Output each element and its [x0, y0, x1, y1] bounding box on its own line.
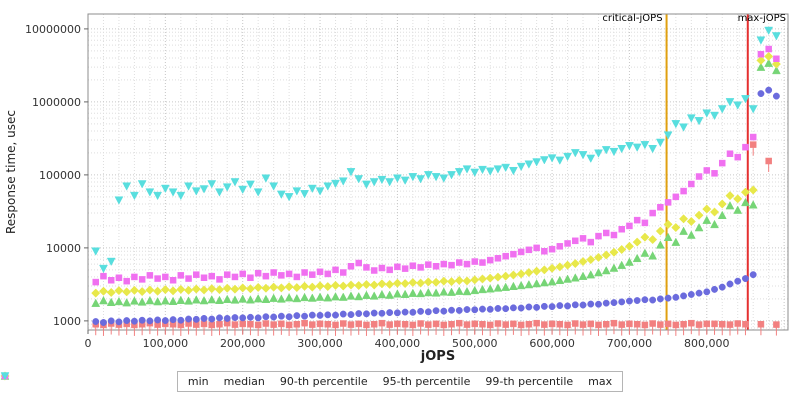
svg-text:300,000: 300,000	[297, 337, 343, 350]
series-95-th-percentile	[91, 51, 781, 298]
legend: min median 90-th percentile 95-th percentil…	[0, 371, 800, 392]
svg-text:10000: 10000	[46, 242, 81, 255]
legend-item-95-th-percentile: 95-th percentile	[0, 371, 471, 388]
series-90-th-percentile	[91, 58, 781, 307]
svg-text:600,000: 600,000	[529, 337, 575, 350]
svg-text:1000: 1000	[53, 315, 81, 328]
plot-canvas: 0 100,000 200,000 300,000 400,000 500,000 600,…	[25, 13, 789, 350]
axis-ticks	[84, 28, 708, 334]
series-min	[92, 141, 780, 336]
series-max	[91, 26, 781, 274]
plot-border	[87, 13, 789, 331]
svg-text:10000000: 10000000	[25, 23, 81, 36]
x-axis-title: jOPS	[420, 349, 456, 364]
svg-text:100,000: 100,000	[143, 337, 189, 350]
svg-text:800,000: 800,000	[684, 337, 730, 350]
legend-label: 99-th percentile	[485, 375, 574, 388]
svg-text:1000000: 1000000	[32, 96, 81, 109]
legend-label: median	[223, 375, 265, 388]
series-median	[92, 86, 780, 326]
max-jops-label: max-jOPS	[738, 13, 786, 24]
series-99-th-percentile	[92, 45, 780, 286]
legend-item-median: median	[1, 372, 265, 388]
svg-text:100000: 100000	[39, 169, 81, 182]
critical-jops-label: critical-jOPS	[602, 13, 662, 24]
legend-label: min	[187, 375, 209, 388]
svg-text:200,000: 200,000	[220, 337, 266, 350]
axis-tick-labels: 0 100,000 200,000 300,000 400,000 500,000 600,…	[25, 23, 730, 350]
legend-label: 95-th percentile	[382, 375, 471, 388]
legend-item-min: min	[1, 372, 209, 388]
legend-item-90-th-percentile: 90-th percentile	[0, 371, 368, 388]
svg-text:0: 0	[85, 337, 92, 350]
legend-item-max: max	[0, 372, 613, 388]
svg-text:500,000: 500,000	[452, 337, 498, 350]
svg-text:700,000: 700,000	[607, 337, 653, 350]
legend-label: 90-th percentile	[279, 375, 368, 388]
triangle-down-marker-icon	[0, 372, 10, 381]
legend-item-99-th-percentile: 99-th percentile	[1, 372, 574, 388]
legend-box: min median 90-th percentile 95-th percentil…	[0, 371, 624, 392]
y-axis-title: Response time, usec	[4, 109, 18, 235]
legend-label: max	[588, 375, 613, 388]
svg-text:400,000: 400,000	[375, 337, 421, 350]
